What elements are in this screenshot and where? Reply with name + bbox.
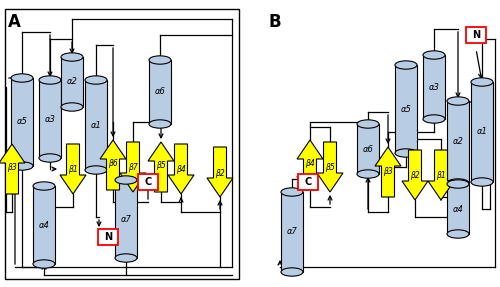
Ellipse shape (357, 170, 379, 178)
Text: α5: α5 (16, 117, 28, 127)
Ellipse shape (471, 178, 493, 186)
Ellipse shape (11, 74, 33, 82)
Ellipse shape (33, 260, 55, 268)
Ellipse shape (61, 53, 83, 61)
Text: α4: α4 (452, 205, 464, 214)
Ellipse shape (447, 230, 469, 238)
Text: N: N (104, 232, 112, 242)
Ellipse shape (471, 78, 493, 86)
Text: α3: α3 (428, 82, 440, 92)
Polygon shape (85, 80, 107, 170)
Text: β6: β6 (108, 160, 118, 168)
Polygon shape (149, 60, 171, 124)
Polygon shape (115, 180, 137, 258)
Text: β1: β1 (68, 166, 78, 174)
Ellipse shape (39, 76, 61, 84)
Ellipse shape (447, 180, 469, 188)
Polygon shape (317, 142, 343, 192)
Polygon shape (375, 147, 401, 197)
Text: α2: α2 (66, 77, 78, 86)
Ellipse shape (281, 188, 303, 196)
Polygon shape (39, 80, 61, 158)
Polygon shape (423, 55, 445, 119)
Text: N: N (472, 30, 480, 40)
Text: β4: β4 (176, 166, 186, 174)
Ellipse shape (423, 51, 445, 59)
Ellipse shape (85, 76, 107, 84)
Ellipse shape (447, 97, 469, 105)
Polygon shape (447, 101, 469, 183)
Polygon shape (297, 140, 323, 190)
Polygon shape (60, 144, 86, 194)
FancyBboxPatch shape (98, 229, 118, 245)
Text: β2: β2 (410, 172, 420, 181)
Text: α1: α1 (476, 127, 488, 137)
Text: α4: α4 (38, 220, 50, 230)
Ellipse shape (115, 176, 137, 184)
Ellipse shape (281, 268, 303, 276)
Text: β3: β3 (7, 164, 17, 172)
FancyBboxPatch shape (138, 174, 158, 190)
Polygon shape (471, 82, 493, 182)
Text: α3: α3 (44, 115, 56, 123)
Polygon shape (120, 142, 146, 192)
Ellipse shape (423, 115, 445, 123)
Polygon shape (428, 150, 454, 200)
Ellipse shape (85, 166, 107, 174)
Text: α7: α7 (286, 228, 298, 236)
Text: β4: β4 (305, 160, 315, 168)
Ellipse shape (39, 154, 61, 162)
Text: β3: β3 (383, 166, 393, 175)
Text: C: C (144, 177, 152, 187)
Polygon shape (61, 57, 83, 107)
Polygon shape (148, 142, 174, 192)
Polygon shape (33, 186, 55, 264)
Ellipse shape (115, 254, 137, 262)
Ellipse shape (357, 120, 379, 128)
Text: β2: β2 (215, 168, 225, 177)
Ellipse shape (395, 61, 417, 69)
Text: B: B (268, 13, 280, 31)
Text: α5: α5 (400, 104, 411, 113)
FancyBboxPatch shape (298, 174, 318, 190)
Text: α1: α1 (90, 121, 102, 129)
Ellipse shape (395, 149, 417, 157)
Text: α6: α6 (362, 144, 374, 154)
Text: β5: β5 (156, 162, 166, 170)
Text: β5: β5 (325, 164, 335, 172)
Polygon shape (100, 140, 126, 190)
Ellipse shape (149, 120, 171, 128)
Polygon shape (402, 150, 428, 200)
Text: α2: α2 (452, 137, 464, 146)
Text: α7: α7 (120, 214, 132, 224)
Text: C: C (304, 177, 312, 187)
Ellipse shape (149, 56, 171, 64)
Polygon shape (395, 65, 417, 153)
Text: α6: α6 (154, 88, 166, 96)
FancyBboxPatch shape (466, 27, 486, 43)
Polygon shape (447, 184, 469, 234)
Polygon shape (0, 144, 25, 194)
Polygon shape (207, 147, 233, 197)
Text: β7: β7 (128, 164, 138, 172)
Ellipse shape (61, 103, 83, 111)
Text: A: A (8, 13, 21, 31)
Polygon shape (281, 192, 303, 272)
Text: β1: β1 (436, 172, 446, 181)
Polygon shape (168, 144, 194, 194)
Ellipse shape (447, 179, 469, 187)
Polygon shape (11, 78, 33, 166)
Ellipse shape (11, 162, 33, 170)
Polygon shape (357, 124, 379, 174)
Ellipse shape (33, 182, 55, 190)
